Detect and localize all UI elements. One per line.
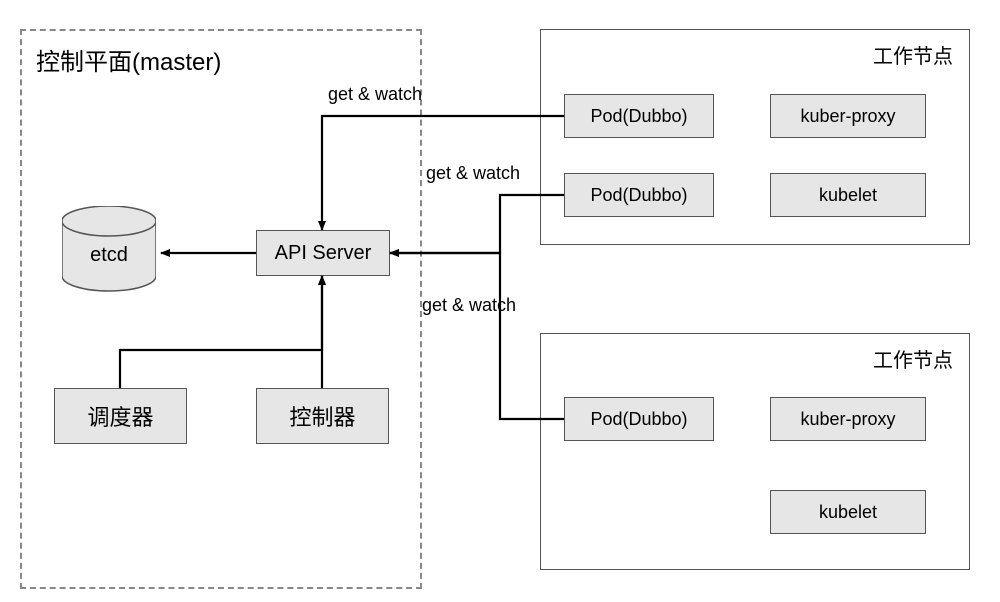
api-server-node: API Server <box>256 230 390 276</box>
kubelet-w2: kubelet <box>770 490 926 534</box>
worker-panel-1-title: 工作节点 <box>873 40 953 69</box>
kubelet-w1-label: kubelet <box>819 185 877 206</box>
controller-node: 控制器 <box>256 388 389 444</box>
etcd-label: etcd <box>90 244 128 266</box>
pod-dubbo-w1-1-label: Pod(Dubbo) <box>590 106 687 127</box>
etcd-node: etcd <box>62 206 156 294</box>
edge-label-2: get & watch <box>426 163 520 184</box>
kuber-proxy-w2: kuber-proxy <box>770 397 926 441</box>
kuber-proxy-w1: kuber-proxy <box>770 94 926 138</box>
pod-dubbo-w1-2: Pod(Dubbo) <box>564 173 714 217</box>
kuber-proxy-w2-label: kuber-proxy <box>800 409 895 430</box>
scheduler-node: 调度器 <box>54 388 187 444</box>
controller-label: 控制器 <box>289 400 355 432</box>
kubelet-w2-label: kubelet <box>819 502 877 523</box>
master-panel <box>20 29 422 589</box>
master-panel-title: 控制平面(master) <box>36 42 221 77</box>
pod-dubbo-w2-label: Pod(Dubbo) <box>590 409 687 430</box>
worker-panel-2-title: 工作节点 <box>873 344 953 373</box>
api-server-label: API Server <box>275 242 372 265</box>
edge-label-3: get & watch <box>422 295 516 316</box>
pod-dubbo-w1-2-label: Pod(Dubbo) <box>590 185 687 206</box>
pod-dubbo-w2: Pod(Dubbo) <box>564 397 714 441</box>
scheduler-label: 调度器 <box>87 400 153 432</box>
diagram-container: 控制平面(master) 工作节点 工作节点 etcd API Server 调… <box>0 0 1000 602</box>
pod-dubbo-w1-1: Pod(Dubbo) <box>564 94 714 138</box>
edge-label-1: get & watch <box>328 84 422 105</box>
kubelet-w1: kubelet <box>770 173 926 217</box>
kuber-proxy-w1-label: kuber-proxy <box>800 106 895 127</box>
